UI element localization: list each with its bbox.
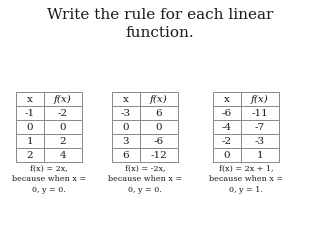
- Text: x: x: [123, 95, 129, 103]
- Text: 2: 2: [60, 137, 66, 145]
- Text: -12: -12: [151, 150, 167, 160]
- Bar: [213, 92, 279, 162]
- Text: 0: 0: [60, 122, 66, 132]
- Bar: [112, 92, 178, 162]
- Text: x: x: [27, 95, 33, 103]
- Text: x: x: [224, 95, 230, 103]
- Text: 0: 0: [224, 150, 230, 160]
- Text: -2: -2: [222, 137, 232, 145]
- Text: -6: -6: [154, 137, 164, 145]
- Text: 1: 1: [257, 150, 263, 160]
- Text: -3: -3: [255, 137, 265, 145]
- Text: -4: -4: [222, 122, 232, 132]
- Text: -1: -1: [25, 108, 35, 118]
- Text: f(x): f(x): [150, 94, 168, 104]
- Text: f(x) = 2x,
because when x =
0, y = 0.: f(x) = 2x, because when x = 0, y = 0.: [12, 165, 86, 194]
- Text: 3: 3: [123, 137, 129, 145]
- Text: Write the rule for each linear
function.: Write the rule for each linear function.: [47, 8, 273, 40]
- Text: f(x) = -2x,
because when x =
0, y = 0.: f(x) = -2x, because when x = 0, y = 0.: [108, 165, 182, 194]
- Text: f(x): f(x): [251, 94, 269, 104]
- Text: 0: 0: [27, 122, 33, 132]
- Text: -6: -6: [222, 108, 232, 118]
- Text: 6: 6: [123, 150, 129, 160]
- Text: 4: 4: [60, 150, 66, 160]
- Text: f(x): f(x): [54, 94, 72, 104]
- Text: 0: 0: [123, 122, 129, 132]
- Text: -7: -7: [255, 122, 265, 132]
- Text: 2: 2: [27, 150, 33, 160]
- Bar: [16, 92, 82, 162]
- Text: 6: 6: [156, 108, 162, 118]
- Text: -2: -2: [58, 108, 68, 118]
- Text: -11: -11: [252, 108, 268, 118]
- Text: -3: -3: [121, 108, 131, 118]
- Text: 1: 1: [27, 137, 33, 145]
- Text: f(x) = 2x + 1,
because when x =
0, y = 1.: f(x) = 2x + 1, because when x = 0, y = 1…: [209, 165, 283, 194]
- Text: 0: 0: [156, 122, 162, 132]
